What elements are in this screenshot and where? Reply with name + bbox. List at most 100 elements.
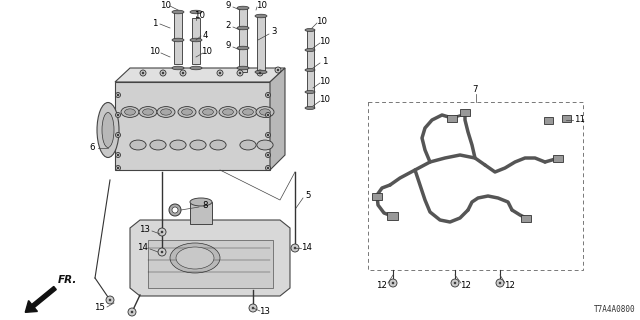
Ellipse shape xyxy=(190,198,212,206)
Bar xyxy=(148,240,273,288)
Ellipse shape xyxy=(190,66,202,70)
Circle shape xyxy=(158,228,166,236)
FancyArrow shape xyxy=(25,286,56,312)
Text: 1: 1 xyxy=(152,19,157,28)
Text: 10: 10 xyxy=(202,47,212,57)
Text: 13: 13 xyxy=(140,226,150,235)
Text: 10: 10 xyxy=(150,47,161,57)
Text: 10: 10 xyxy=(195,11,205,20)
Ellipse shape xyxy=(257,140,273,150)
Text: 4: 4 xyxy=(202,30,208,39)
Text: 10: 10 xyxy=(319,95,330,105)
Bar xyxy=(460,108,470,116)
Ellipse shape xyxy=(219,107,237,117)
Circle shape xyxy=(249,304,257,312)
Bar xyxy=(372,193,382,199)
Text: 8: 8 xyxy=(202,202,208,211)
Circle shape xyxy=(257,70,263,76)
Circle shape xyxy=(259,72,261,74)
Circle shape xyxy=(267,154,269,156)
Circle shape xyxy=(277,69,279,71)
Bar xyxy=(543,116,552,124)
Bar xyxy=(239,8,247,72)
Text: FR.: FR. xyxy=(58,275,77,285)
Ellipse shape xyxy=(237,6,249,10)
Circle shape xyxy=(389,279,397,287)
Circle shape xyxy=(117,154,119,156)
Text: 9: 9 xyxy=(225,2,230,11)
Text: 12: 12 xyxy=(504,281,515,290)
Text: T7A4A0800: T7A4A0800 xyxy=(593,305,635,314)
Text: 3: 3 xyxy=(271,28,276,36)
Ellipse shape xyxy=(139,107,157,117)
Ellipse shape xyxy=(190,140,206,150)
Ellipse shape xyxy=(161,109,172,115)
Ellipse shape xyxy=(199,107,217,117)
Circle shape xyxy=(161,231,163,233)
Circle shape xyxy=(267,94,269,96)
Circle shape xyxy=(182,72,184,74)
Circle shape xyxy=(140,70,146,76)
Circle shape xyxy=(252,307,254,309)
Circle shape xyxy=(267,167,269,169)
Ellipse shape xyxy=(176,247,214,269)
Circle shape xyxy=(266,92,271,98)
Ellipse shape xyxy=(121,107,139,117)
Circle shape xyxy=(451,279,459,287)
Ellipse shape xyxy=(305,68,315,71)
Ellipse shape xyxy=(172,10,184,14)
Circle shape xyxy=(499,282,501,284)
Text: 12: 12 xyxy=(461,281,472,290)
Circle shape xyxy=(392,282,394,284)
Circle shape xyxy=(219,72,221,74)
Circle shape xyxy=(291,244,299,252)
Circle shape xyxy=(267,114,269,116)
Ellipse shape xyxy=(97,102,119,157)
Ellipse shape xyxy=(243,109,253,115)
Circle shape xyxy=(128,308,136,316)
Text: 10: 10 xyxy=(161,1,172,10)
Ellipse shape xyxy=(237,26,249,30)
Ellipse shape xyxy=(143,109,154,115)
Ellipse shape xyxy=(170,140,186,150)
Text: 11: 11 xyxy=(575,116,586,124)
Circle shape xyxy=(266,132,271,138)
Bar xyxy=(521,214,531,221)
Circle shape xyxy=(161,251,163,253)
Text: 5: 5 xyxy=(305,191,311,201)
Circle shape xyxy=(115,113,120,117)
Ellipse shape xyxy=(210,140,226,150)
Ellipse shape xyxy=(260,109,270,115)
Ellipse shape xyxy=(305,107,315,109)
Ellipse shape xyxy=(203,109,213,115)
Text: 12: 12 xyxy=(376,281,387,290)
Bar xyxy=(307,30,314,108)
Ellipse shape xyxy=(170,243,220,273)
Circle shape xyxy=(158,248,166,256)
Circle shape xyxy=(266,153,271,157)
Circle shape xyxy=(217,70,223,76)
Bar xyxy=(174,12,182,64)
Text: 7: 7 xyxy=(473,85,478,94)
Bar xyxy=(561,115,570,122)
Ellipse shape xyxy=(239,107,257,117)
Ellipse shape xyxy=(172,66,184,70)
Text: 10: 10 xyxy=(319,77,330,86)
Ellipse shape xyxy=(255,70,267,74)
Bar xyxy=(192,18,200,64)
Ellipse shape xyxy=(305,28,315,31)
Polygon shape xyxy=(130,220,290,296)
Circle shape xyxy=(180,70,186,76)
Circle shape xyxy=(275,67,281,73)
Circle shape xyxy=(131,311,133,313)
Circle shape xyxy=(142,72,144,74)
Bar xyxy=(447,115,457,122)
Polygon shape xyxy=(115,68,285,82)
Ellipse shape xyxy=(237,66,249,70)
Ellipse shape xyxy=(240,140,256,150)
Circle shape xyxy=(117,167,119,169)
Circle shape xyxy=(115,92,120,98)
Text: 10: 10 xyxy=(319,37,330,46)
Circle shape xyxy=(267,134,269,136)
Bar xyxy=(553,155,563,162)
